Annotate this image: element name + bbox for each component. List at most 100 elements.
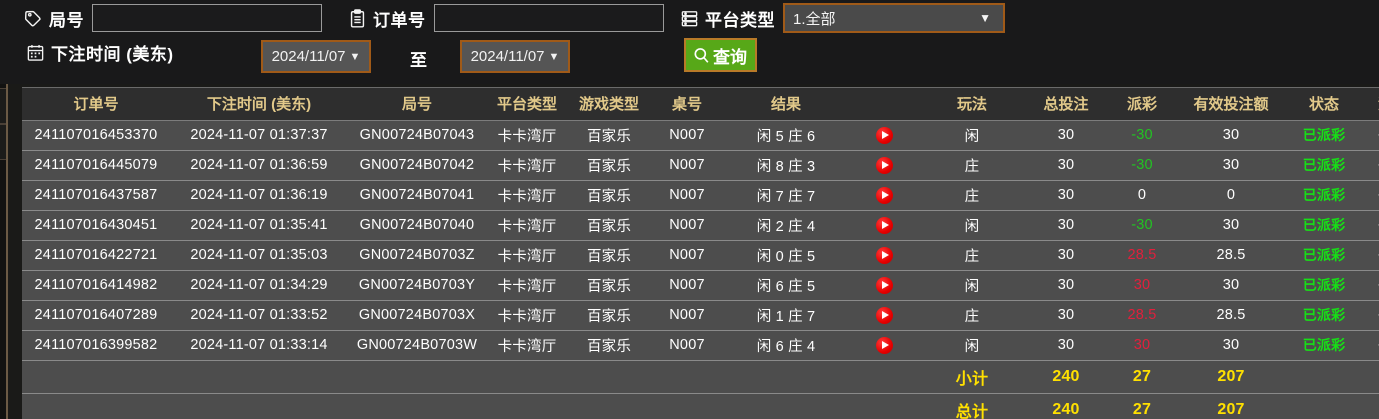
subtotal-spacer — [22, 360, 920, 394]
records-table: 订单号 下注时间 (美东) 局号 平台类型 游戏类型 桌号 结果 玩法 总投注 … — [22, 88, 1379, 419]
col-header-result[interactable]: 结果 — [724, 88, 848, 121]
cell-game: - — [1362, 210, 1379, 241]
col-header-play-type[interactable]: 玩法 — [920, 88, 1024, 121]
cell-order-no: 241107016445079 — [22, 150, 170, 181]
col-header-bet-time[interactable]: 下注时间 (美东) — [170, 88, 348, 121]
cell-result: 闲 0 庄 5 — [724, 240, 848, 271]
cell-round-no: GN00724B0703X — [348, 300, 486, 331]
cell-payout: 0 — [1108, 180, 1176, 211]
table-row[interactable]: 241107016445079 2024-11-07 01:36:59 GN0072… — [22, 150, 1379, 181]
col-header-game[interactable]: 游戏 — [1362, 88, 1379, 121]
cell-result: 闲 8 庄 3 — [724, 150, 848, 181]
cell-replay[interactable] — [848, 330, 920, 361]
col-header-round-no[interactable]: 局号 — [348, 88, 486, 121]
cell-platform: 卡卡湾厅 — [486, 270, 568, 301]
cell-play-type: 闲 — [920, 210, 1024, 241]
cell-valid-bet: 28.5 — [1176, 240, 1286, 271]
col-header-game-type[interactable]: 游戏类型 — [568, 88, 650, 121]
col-header-valid-bet[interactable]: 有效投注额 — [1176, 88, 1286, 121]
table-row[interactable]: 241107016437587 2024-11-07 01:36:19 GN0072… — [22, 180, 1379, 211]
table-row[interactable]: 241107016407289 2024-11-07 01:33:52 GN0072… — [22, 300, 1379, 331]
cell-payout: 28.5 — [1108, 240, 1176, 271]
play-icon[interactable] — [875, 156, 893, 174]
cell-result: 闲 6 庄 4 — [724, 330, 848, 361]
query-button[interactable]: 查询 — [684, 38, 757, 72]
table-row[interactable]: 241107016399582 2024-11-07 01:33:14 GN0072… — [22, 330, 1379, 361]
cell-replay[interactable] — [848, 300, 920, 331]
platform-type-label: 平台类型 — [705, 10, 775, 30]
platform-type-field: 平台类型 1.全部 ▼ — [680, 3, 1005, 33]
col-header-total-bet[interactable]: 总投注 — [1024, 88, 1108, 121]
cell-replay[interactable] — [848, 270, 920, 301]
chevron-down-icon: ▼ — [349, 50, 361, 63]
cell-table-no: N007 — [650, 300, 724, 331]
cell-valid-bet: 0 — [1176, 180, 1286, 211]
cell-total-bet: 30 — [1024, 120, 1108, 151]
cell-bet-time: 2024-11-07 01:34:29 — [170, 270, 348, 301]
cell-replay[interactable] — [848, 120, 920, 151]
left-divider — [6, 0, 8, 419]
col-header-platform-type[interactable]: 平台类型 — [486, 88, 568, 121]
cell-round-no: GN00724B07043 — [348, 120, 486, 151]
col-header-order-no[interactable]: 订单号 — [22, 88, 170, 121]
subtotal-valid-bet: 207 — [1176, 360, 1286, 394]
play-icon[interactable] — [875, 276, 893, 294]
col-header-status[interactable]: 状态 — [1286, 88, 1362, 121]
cell-order-no: 241107016407289 — [22, 300, 170, 331]
records-table-container: 订单号 下注时间 (美东) 局号 平台类型 游戏类型 桌号 结果 玩法 总投注 … — [22, 87, 1379, 419]
round-no-input[interactable] — [92, 4, 322, 32]
chevron-down-icon: ▼ — [548, 50, 560, 63]
col-header-payout[interactable]: 派彩 — [1108, 88, 1176, 121]
cell-status: 已派彩 — [1286, 270, 1362, 301]
table-row[interactable]: 241107016430451 2024-11-07 01:35:41 GN0072… — [22, 210, 1379, 241]
bet-time-range-separator: 至 — [410, 51, 427, 70]
cell-status: 已派彩 — [1286, 150, 1362, 181]
play-icon[interactable] — [875, 306, 893, 324]
cell-game-type: 百家乐 — [568, 300, 650, 331]
cell-play-type: 闲 — [920, 270, 1024, 301]
subtotal-payout: 27 — [1108, 360, 1176, 394]
play-icon[interactable] — [875, 216, 893, 234]
cell-table-no: N007 — [650, 210, 724, 241]
platform-type-select[interactable]: 1.全部 ▼ — [783, 3, 1005, 33]
cell-replay[interactable] — [848, 150, 920, 181]
bet-time-field: 下注时间 (美东) — [26, 40, 174, 65]
col-header-table-no[interactable]: 桌号 — [650, 88, 724, 121]
cell-platform: 卡卡湾厅 — [486, 240, 568, 271]
table-row[interactable]: 241107016422721 2024-11-07 01:35:03 GN0072… — [22, 240, 1379, 271]
cell-bet-time: 2024-11-07 01:36:59 — [170, 150, 348, 181]
cell-play-type: 庄 — [920, 150, 1024, 181]
cell-replay[interactable] — [848, 210, 920, 241]
play-icon[interactable] — [875, 126, 893, 144]
table-row[interactable]: 241107016414982 2024-11-07 01:34:29 GN0072… — [22, 270, 1379, 301]
bet-time-to-value: 2024/11/07 — [470, 48, 545, 65]
bet-time-from-datepicker[interactable]: 2024/11/07 ▼ — [261, 40, 371, 73]
play-icon[interactable] — [875, 186, 893, 204]
cell-game-type: 百家乐 — [568, 120, 650, 151]
play-icon[interactable] — [875, 336, 893, 354]
table-header: 订单号 下注时间 (美东) 局号 平台类型 游戏类型 桌号 结果 玩法 总投注 … — [22, 88, 1379, 121]
bet-time-label: 下注时间 (美东) — [51, 45, 174, 64]
cell-status: 已派彩 — [1286, 120, 1362, 151]
order-no-input[interactable] — [433, 4, 664, 32]
cell-replay[interactable] — [848, 180, 920, 211]
cell-game: - — [1362, 120, 1379, 151]
subtotal-label: 小计 — [920, 360, 1024, 394]
cell-table-no: N007 — [650, 270, 724, 301]
bet-time-to-datepicker[interactable]: 2024/11/07 ▼ — [460, 40, 570, 73]
cell-table-no: N007 — [650, 240, 724, 271]
table-row[interactable]: 241107016453370 2024-11-07 01:37:37 GN0072… — [22, 120, 1379, 151]
cell-valid-bet: 30 — [1176, 210, 1286, 241]
cell-table-no: N007 — [650, 150, 724, 181]
grandtotal-label: 总计 — [920, 393, 1024, 419]
round-no-label: 局号 — [49, 10, 84, 30]
cell-bet-time: 2024-11-07 01:36:19 — [170, 180, 348, 211]
filter-toolbar: 局号 订单号 — [0, 0, 1379, 84]
cell-total-bet: 30 — [1024, 210, 1108, 241]
cell-play-type: 闲 — [920, 330, 1024, 361]
cell-replay[interactable] — [848, 240, 920, 271]
play-icon[interactable] — [875, 246, 893, 264]
cell-status: 已派彩 — [1286, 210, 1362, 241]
cell-game: - — [1362, 150, 1379, 181]
cell-round-no: GN00724B0703Y — [348, 270, 486, 301]
